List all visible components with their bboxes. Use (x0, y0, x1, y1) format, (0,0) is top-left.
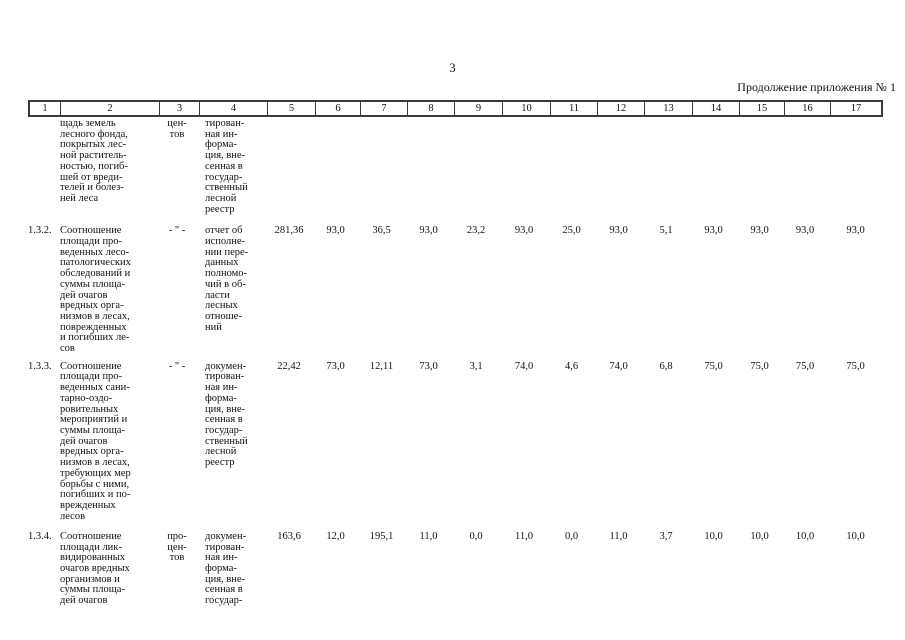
value-cell: 22,42 (277, 360, 301, 372)
indicator-name: Соотношение площади про- веденных сани- … (60, 360, 131, 522)
value-cell: 6,8 (659, 360, 673, 372)
value-cell: 11,0 (515, 530, 533, 542)
value-cell: 93,0 (750, 225, 769, 237)
column-number: 16 (784, 102, 830, 115)
value-cell: 74,0 (609, 360, 628, 372)
value-cell (452, 119, 500, 215)
value-cell: 195,1 (369, 530, 394, 542)
column-number: 9 (454, 102, 502, 115)
value-cell: 75,0 (795, 360, 815, 372)
value-cell: 93,0 (795, 225, 815, 237)
row-number (28, 119, 58, 215)
value-cell (313, 119, 358, 215)
column-number: 15 (739, 102, 784, 115)
value-cell: 93,0 (609, 225, 628, 237)
value-cell: 3,7 (659, 530, 673, 542)
table-header-row: 1 2 3 4 5 6 7 8 9 10 11 12 13 14 15 16 17 (28, 100, 883, 117)
column-number: 3 (159, 102, 199, 115)
row-number: 1.3.3. (28, 360, 52, 372)
value-cell: 93,0 (419, 225, 438, 237)
column-number: 13 (644, 102, 692, 115)
value-cell (265, 119, 313, 215)
value-cell: 11,0 (419, 530, 438, 542)
unit-of-measure: цен- тов (167, 118, 187, 140)
value-cell (828, 119, 883, 215)
value-cell: 4,6 (564, 360, 579, 372)
value-cell: 25,0 (562, 225, 581, 237)
value-cell: 10,0 (750, 530, 769, 542)
column-number: 8 (407, 102, 454, 115)
value-cell (642, 119, 690, 215)
information-source: докумен- тирован- ная ин- форма- ция, вн… (205, 360, 248, 469)
value-cell (737, 119, 782, 215)
value-cell: 0,0 (469, 530, 483, 542)
value-cell: 281,36 (274, 225, 304, 237)
value-cell: 10,0 (795, 530, 815, 542)
unit-of-measure: - " - (168, 360, 186, 372)
value-cell (358, 119, 405, 215)
unit-of-measure: про- цен- тов (167, 530, 187, 564)
value-cell: 93,0 (514, 225, 534, 237)
value-cell: 75,0 (704, 360, 723, 372)
value-cell (548, 119, 595, 215)
table-row: 1.3.3. Соотношение площади про- веденных … (28, 360, 883, 523)
column-number: 10 (502, 102, 550, 115)
indicator-name: Соотношение площади про- веденных лесо- … (60, 225, 131, 355)
information-source: тирован- ная ин- форма- ция, вне- сенная… (205, 118, 248, 215)
value-cell: 93,0 (704, 225, 723, 237)
row-number: 1.3.4. (28, 530, 52, 542)
continuation-note: Продолжение приложения № 1 (737, 80, 896, 94)
column-number: 7 (360, 102, 407, 115)
column-number: 11 (550, 102, 597, 115)
value-cell: 93,0 (326, 225, 345, 237)
indicator-name: щадь земель лесного фонда, покрытых лес-… (60, 118, 128, 204)
value-cell (690, 119, 737, 215)
table-row: 1.3.2. Соотношение площади про- веденных … (28, 225, 883, 355)
row-number: 1.3.2. (28, 225, 52, 237)
column-number: 14 (692, 102, 739, 115)
unit-of-measure: - " - (168, 225, 186, 237)
column-number: 12 (597, 102, 644, 115)
value-cell: 23,2 (466, 225, 486, 237)
value-cell: 75,0 (846, 360, 865, 372)
value-cell: 12,0 (326, 530, 345, 542)
value-cell: 0,0 (564, 530, 579, 542)
value-cell: 5,1 (659, 225, 673, 237)
information-source: докумен- тирован- ная ин- форма- ция, вн… (205, 530, 247, 607)
value-cell (595, 119, 642, 215)
information-source: отчет об исполне- нии пере- данных полно… (205, 225, 249, 333)
value-cell: 163,6 (277, 530, 301, 542)
value-cell: 36,5 (372, 225, 391, 237)
table-row: щадь земель лесного фонда, покрытых лес-… (28, 118, 883, 215)
value-cell: 73,0 (419, 360, 438, 372)
value-cell: 10,0 (846, 530, 865, 542)
appendix-table: 1 2 3 4 5 6 7 8 9 10 11 12 13 14 15 16 17 щадь земель ле… (28, 100, 883, 607)
column-number: 2 (60, 102, 159, 115)
value-cell: 11,0 (609, 530, 628, 542)
value-cell: 3,1 (469, 360, 483, 372)
value-cell (405, 119, 452, 215)
column-number: 17 (830, 102, 881, 115)
value-cell (782, 119, 828, 215)
column-number: 5 (267, 102, 315, 115)
value-cell: 12,11 (369, 360, 394, 372)
value-cell: 75,0 (750, 360, 769, 372)
value-cell: 93,0 (846, 225, 865, 237)
column-number: 6 (315, 102, 360, 115)
column-number: 1 (42, 103, 48, 114)
value-cell (500, 119, 548, 215)
column-number: 4 (199, 102, 267, 115)
indicator-name: Соотношение площади лик- видированных оч… (60, 530, 130, 607)
table-row: 1.3.4. Соотношение площади лик- видирован… (28, 530, 883, 607)
value-cell: 73,0 (326, 360, 345, 372)
page-number: 3 (449, 61, 456, 75)
value-cell: 74,0 (514, 360, 534, 372)
value-cell: 10,0 (704, 530, 723, 542)
table-body: щадь земель лесного фонда, покрытых лес-… (28, 117, 883, 607)
